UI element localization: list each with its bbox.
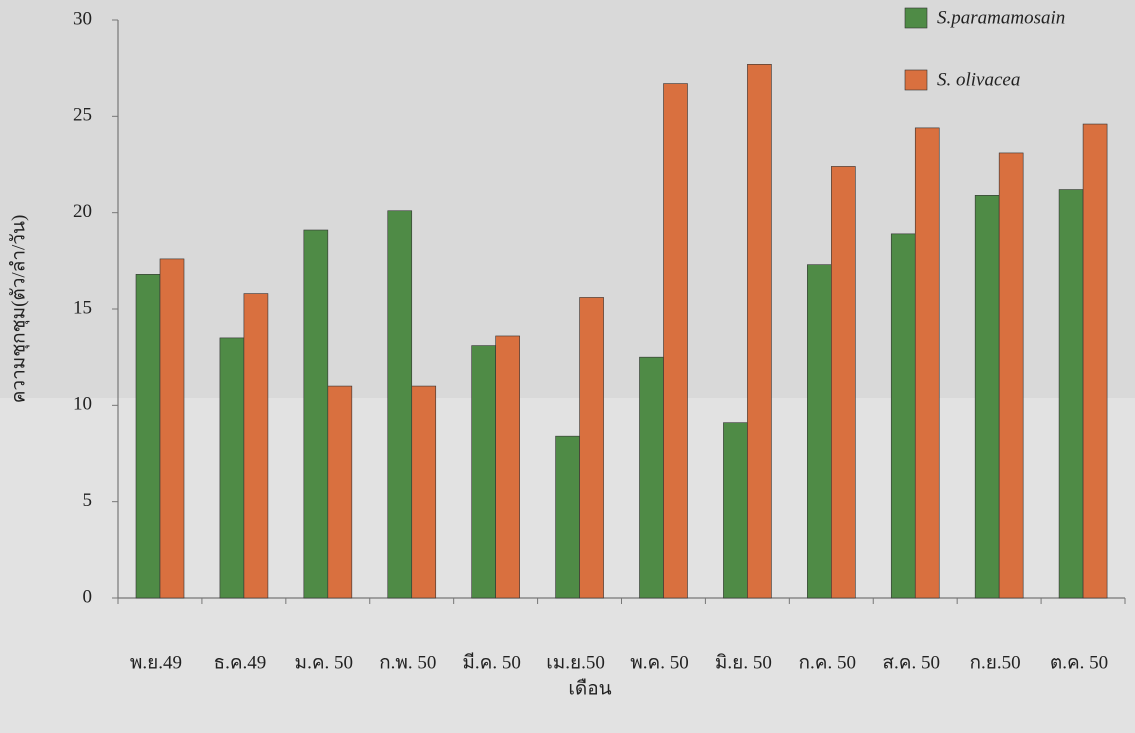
x-tick-label: ส.ค. 50 [882, 652, 940, 673]
y-tick-label: 5 [83, 490, 93, 511]
bar [1082, 123, 1108, 599]
x-axis-label: เดือน [568, 678, 611, 699]
bar [998, 152, 1024, 599]
bar [890, 233, 916, 599]
bar [747, 64, 772, 599]
bar [555, 435, 580, 599]
x-tick-label: ก.พ. 50 [379, 652, 436, 673]
y-tick-label: 15 [73, 297, 92, 318]
bar [663, 83, 688, 599]
bar [387, 210, 413, 599]
x-tick-label: ก.ค. 50 [799, 652, 856, 673]
y-axis-label: ความชุกชุม(ตัว/ลำ/วัน) [8, 215, 30, 404]
bar [303, 229, 329, 599]
bar [723, 422, 748, 599]
legend-label: S. olivacea [937, 69, 1020, 90]
y-tick-label: 0 [83, 586, 93, 607]
bar [327, 385, 353, 599]
y-tick-label: 25 [73, 105, 92, 126]
x-tick-label: พ.ค. 50 [630, 652, 688, 673]
bar [411, 385, 437, 599]
legend-label: S.paramamosain [937, 7, 1065, 28]
x-tick-label: ต.ค. 50 [1050, 652, 1108, 673]
bar [639, 356, 664, 599]
legend-swatch [904, 7, 928, 29]
bar [219, 337, 245, 599]
bar [579, 297, 604, 599]
bar [471, 345, 496, 599]
bar [243, 293, 269, 599]
bar [807, 264, 832, 599]
x-tick-label: พ.ย.49 [130, 652, 182, 673]
legend-swatch [904, 69, 928, 91]
x-tick-label: ธ.ค.49 [213, 652, 266, 673]
y-tick-label: 10 [73, 394, 92, 415]
x-tick-label: เม.ย.50 [546, 652, 605, 673]
x-tick-label: ม.ค. 50 [295, 652, 353, 673]
bar [495, 335, 520, 599]
x-tick-label: มิ.ย. 50 [715, 652, 772, 673]
y-tick-label: 20 [73, 201, 92, 222]
bar [159, 258, 185, 599]
x-tick-label: ก.ย.50 [970, 652, 1021, 673]
x-tick-label: มี.ค. 50 [462, 651, 520, 673]
bar [135, 274, 161, 599]
bar [914, 127, 940, 599]
bar [1058, 189, 1084, 599]
bar [831, 166, 856, 599]
bar [974, 195, 1000, 599]
y-tick-label: 30 [73, 8, 92, 29]
